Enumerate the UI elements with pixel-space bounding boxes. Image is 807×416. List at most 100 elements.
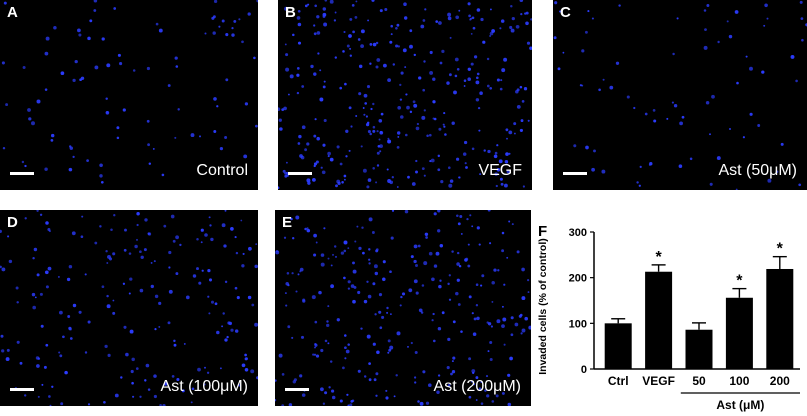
nucleus-dot — [360, 44, 364, 48]
nucleus-dot — [351, 4, 355, 7]
nucleus-dot — [238, 18, 241, 21]
panel-letter: F — [538, 223, 547, 240]
nucleus-dot — [214, 302, 218, 306]
nucleus-dot — [447, 12, 452, 17]
nucleus-dot — [106, 304, 111, 309]
nucleus-dot — [432, 100, 436, 104]
nucleus-dot — [344, 82, 347, 86]
nucleus-dot — [218, 25, 221, 28]
x-tick-label: Ctrl — [608, 374, 629, 388]
nucleus-dot — [447, 16, 452, 21]
nucleus-dot — [224, 280, 228, 284]
nucleus-dot — [143, 248, 147, 252]
nucleus-dot — [39, 213, 43, 216]
nucleus-dot — [448, 274, 451, 277]
nucleus-dot — [503, 283, 506, 286]
nucleus-dot — [501, 305, 504, 308]
nucleus-dot — [395, 374, 398, 377]
nucleus-dot — [342, 50, 345, 53]
nucleus-dot — [503, 343, 506, 346]
nucleus-dot — [350, 125, 353, 128]
nucleus-dot — [175, 272, 179, 276]
nucleus-dot — [292, 33, 295, 37]
nucleus-dot — [275, 379, 277, 382]
nucleus-dot — [475, 76, 479, 80]
nucleus-dot — [15, 286, 19, 290]
panel-letter: A — [7, 4, 18, 21]
nucleus-dot — [369, 42, 373, 46]
nucleus-dot — [69, 145, 72, 148]
nucleus-dot — [378, 138, 381, 141]
nucleus-dot — [32, 256, 35, 260]
nucleus-dot — [673, 104, 678, 108]
nucleus-dot — [407, 346, 409, 348]
nucleus-dot — [313, 353, 317, 356]
nucleus-dot — [475, 80, 480, 85]
nucleus-dot — [446, 81, 450, 85]
nucleus-dot — [476, 316, 480, 321]
nucleus-dot — [216, 330, 220, 335]
nucleus-dot — [336, 145, 340, 149]
nucleus-dot — [408, 288, 413, 293]
nucleus-dot — [59, 310, 63, 315]
nucleus-dot — [297, 273, 300, 276]
nucleus-dot — [446, 366, 450, 370]
nucleus-dot — [234, 329, 239, 333]
nucleus-dot — [84, 273, 87, 276]
nucleus-dot — [366, 85, 371, 89]
nucleus-dot — [177, 108, 180, 111]
y-axis-label: Invaded cells (% of control) — [537, 238, 549, 375]
nucleus-dot — [287, 325, 291, 329]
nucleus-dot — [343, 249, 347, 253]
nucleus-dot — [479, 91, 483, 95]
nucleus-dot — [511, 16, 515, 21]
nucleus-dot — [100, 180, 104, 184]
nucleus-dot — [313, 164, 316, 168]
nucleus-dot — [395, 27, 398, 30]
nucleus-dot — [393, 395, 396, 398]
nucleus-dot — [44, 270, 49, 275]
nucleus-dot — [313, 72, 317, 76]
nucleus-dot — [332, 253, 334, 256]
nucleus-dot — [709, 182, 713, 186]
nucleus-dot — [306, 178, 311, 183]
nucleus-dot — [131, 357, 135, 362]
nucleus-dot — [415, 291, 419, 295]
nucleus-dot — [527, 291, 530, 294]
nucleus-dot — [403, 2, 407, 6]
nucleus-dot — [207, 295, 210, 298]
nucleus-dot — [415, 170, 418, 174]
nucleus-dot — [510, 333, 514, 337]
nucleus-dot — [311, 295, 316, 300]
nucleus-dot — [448, 298, 452, 301]
nucleus-dot — [230, 328, 234, 332]
nucleus-dot — [389, 345, 394, 350]
nucleus-dot — [329, 360, 333, 363]
nucleus-dot — [376, 58, 381, 62]
nucleus-dot — [363, 375, 367, 378]
nucleus-dot — [284, 174, 288, 178]
nucleus-dot — [454, 74, 458, 78]
nucleus-dot — [43, 365, 47, 369]
nucleus-dot — [1, 61, 5, 65]
nucleus-dot — [358, 246, 362, 251]
nucleus-dot — [344, 357, 347, 360]
nucleus-dot — [310, 64, 314, 69]
nucleus-dot — [757, 124, 761, 127]
nucleus-dot — [167, 84, 171, 87]
nucleus-dot — [104, 344, 108, 349]
nucleus-dot — [78, 33, 82, 37]
nucleus-dot — [456, 214, 459, 218]
nucleus-dot — [158, 28, 163, 33]
nucleus-dot — [467, 264, 471, 268]
nucleus-dot — [496, 168, 501, 172]
nucleus-dot — [278, 353, 283, 358]
nucleus-dot — [247, 295, 252, 300]
nucleus-dot — [112, 299, 115, 302]
x-tick-label: VEGF — [642, 374, 675, 388]
nucleus-dot — [278, 107, 281, 112]
nucleus-dot — [101, 37, 105, 41]
nucleus-dot — [241, 264, 245, 268]
nucleus-dot — [428, 251, 433, 256]
nucleus-dot — [152, 147, 155, 150]
